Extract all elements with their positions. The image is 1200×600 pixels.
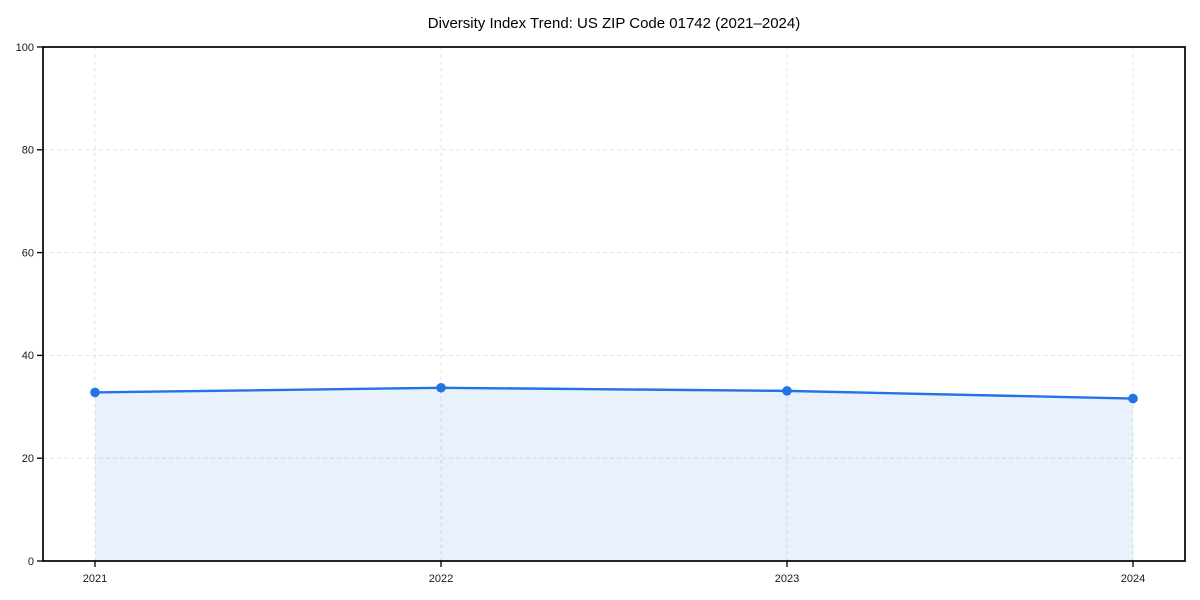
y-tick-label: 20 [22, 453, 34, 465]
chart-title: Diversity Index Trend: US ZIP Code 01742… [428, 15, 800, 32]
plot-area: 0 20 40 60 80 100 2021 2022 2023 2024 [16, 42, 1186, 585]
axes-frame [42, 46, 1186, 562]
data-point-2024 [1128, 393, 1138, 404]
y-tick-label: 40 [22, 350, 34, 362]
x-tick-label: 2022 [429, 573, 453, 585]
series-line [93, 386, 1135, 400]
data-point-2022 [436, 382, 446, 393]
data-point-2023 [782, 386, 792, 396]
y-tick-label: 0 [28, 556, 34, 568]
y-tick-label: 100 [16, 42, 34, 54]
series-area-fill [95, 387, 1133, 561]
x-tick-label: 2024 [1121, 573, 1145, 585]
data-point-2021 [90, 387, 100, 398]
x-tick-label: 2021 [83, 573, 107, 585]
x-tick-label: 2023 [775, 573, 799, 585]
y-tick-label: 80 [22, 145, 34, 157]
y-tick-label: 60 [22, 247, 34, 259]
